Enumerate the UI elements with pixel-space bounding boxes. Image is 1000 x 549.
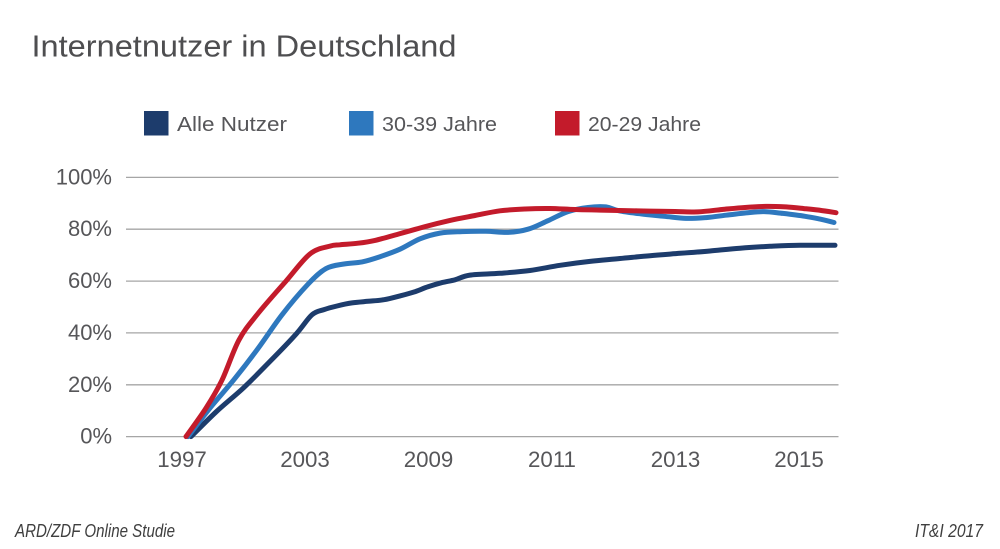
svg-text:2011: 2011 <box>528 447 576 472</box>
svg-text:Alle Nutzer: Alle Nutzer <box>177 113 287 136</box>
svg-text:2015: 2015 <box>774 447 824 472</box>
svg-text:IT&I 2017: IT&I 2017 <box>915 521 984 541</box>
svg-text:40%: 40% <box>68 320 112 345</box>
svg-text:2013: 2013 <box>651 447 701 472</box>
svg-text:2003: 2003 <box>280 447 330 472</box>
svg-text:ARD/ZDF Online Studie: ARD/ZDF Online Studie <box>14 521 175 541</box>
svg-text:100%: 100% <box>56 164 112 189</box>
svg-text:Internetnutzer in Deutschland: Internetnutzer in Deutschland <box>32 29 457 64</box>
svg-text:30-39 Jahre: 30-39 Jahre <box>382 113 497 136</box>
svg-text:1997: 1997 <box>157 447 207 472</box>
svg-text:80%: 80% <box>68 216 112 241</box>
svg-text:20%: 20% <box>68 372 112 397</box>
svg-text:60%: 60% <box>68 268 112 293</box>
svg-text:0%: 0% <box>80 424 112 449</box>
svg-text:2009: 2009 <box>404 447 454 472</box>
svg-text:20-29 Jahre: 20-29 Jahre <box>588 113 701 136</box>
